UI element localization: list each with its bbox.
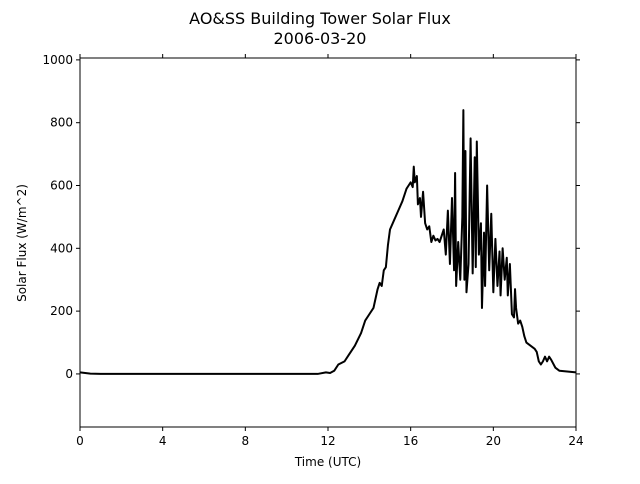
y-tick-label: 200	[50, 304, 73, 318]
y-tick-label: 600	[50, 179, 73, 193]
x-tick-label: 24	[568, 434, 583, 448]
y-tick-label: 1000	[42, 53, 73, 67]
x-axis-label: Time (UTC)	[294, 455, 361, 469]
x-tick-label: 8	[242, 434, 250, 448]
x-tick-label: 0	[76, 434, 84, 448]
x-tick-label: 4	[159, 434, 167, 448]
flux-line	[79, 109, 577, 375]
x-tick-label: 20	[486, 434, 501, 448]
y-tick-label: 0	[65, 367, 73, 381]
x-tick-label: 16	[403, 434, 418, 448]
y-tick-label: 800	[50, 116, 73, 130]
plot-frame	[79, 57, 577, 428]
chart-subtitle: 2006-03-20	[274, 29, 367, 48]
x-tick-label: 12	[320, 434, 335, 448]
y-tick-label: 400	[50, 241, 73, 255]
chart-title: AO&SS Building Tower Solar Flux	[189, 9, 451, 28]
y-axis-label: Solar Flux (W/m^2)	[15, 184, 29, 302]
